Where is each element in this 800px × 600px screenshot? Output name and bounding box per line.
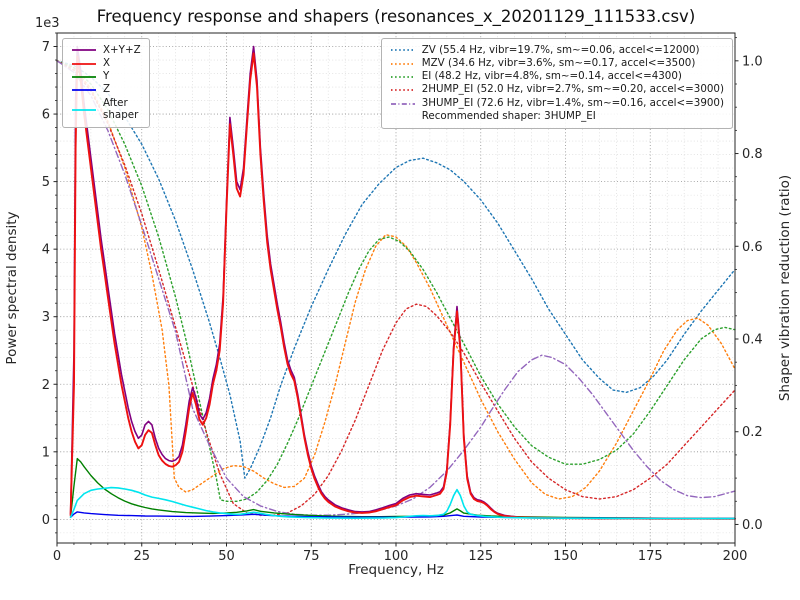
legend-label-2hump-ei: 2HUMP_EI (52.0 Hz, vibr=2.7%, sm~=0.20, … [421,83,724,96]
legend-label-z: Z [103,83,111,96]
x-tick-label: 0 [53,549,61,564]
legend-line-ei [390,72,416,82]
legend-line-after-shaper [71,105,97,115]
series-after_shaper [69,486,736,520]
series-mzv [56,60,736,500]
y-right-tick-label: 0.6 [742,240,763,255]
legend-item-z: Z [71,84,141,96]
y-left-tick-label: 7 [42,40,50,55]
legend-item-3hump-ei: 3HUMP_EI (72.6 Hz, vibr=1.4%, sm~=0.16, … [390,96,724,110]
legend-line-xyz [71,45,97,55]
legend-shapers: ZV (55.4 Hz, vibr=19.7%, sm~=0.06, accel… [380,38,733,130]
x-tick-label: 50 [218,549,235,564]
x-tick-label: 75 [303,549,320,564]
legend-label-zv: ZV (55.4 Hz, vibr=19.7%, sm~=0.06, accel… [421,43,700,56]
x-tick-label: 200 [723,549,748,564]
y-left-tick-label: 4 [42,243,50,258]
chart-title: Frequency response and shapers (resonanc… [96,7,696,26]
y-left-tick-label: 6 [42,108,50,123]
y-right-tick-label: 0.4 [742,333,763,348]
y-axis-offset-text: 1e3 [35,16,60,31]
legend-line-3hump-ei [390,99,416,109]
y-left-tick-label: 3 [42,310,50,325]
y-right-tick-label: 1.0 [742,54,763,69]
series-2hump_ei [56,60,736,516]
series-x [69,52,736,520]
legend-line-zv [390,45,416,55]
x-tick-label: 175 [638,549,663,564]
legend-line-x [71,59,97,69]
y-axis-label-right: Shaper vibration reduction (ratio) [777,174,793,402]
legend-label-xyz: X+Y+Z [103,43,141,56]
legend-label-3hump-ei: 3HUMP_EI (72.6 Hz, vibr=1.4%, sm~=0.16, … [421,96,724,109]
legend-label-after-shaper: After shaper [103,96,139,121]
series-ei [56,60,736,502]
legend-label-y: Y [103,70,110,83]
x-tick-label: 125 [468,549,493,564]
legend-line-mzv [390,59,416,69]
x-tick-label: 100 [384,549,409,564]
legend-item-2hump-ei: 2HUMP_EI (52.0 Hz, vibr=2.7%, sm~=0.20, … [390,84,724,96]
legend-spacer [390,112,416,122]
legend-item-recommended: Recommended shaper: 3HUMP_EI [390,110,724,123]
legend-item-zv: ZV (55.4 Hz, vibr=19.7%, sm~=0.06, accel… [390,43,724,57]
x-axis-label: Frequency, Hz [348,562,444,578]
legend-item-x: X [71,56,141,70]
legend-psd: X+Y+Z X Y Z After shaper [62,38,150,128]
legend-recommended-shaper: Recommended shaper: 3HUMP_EI [421,110,596,123]
y-right-tick-label: 0.8 [742,147,763,162]
y-left-tick-label: 0 [42,513,50,528]
legend-item-xyz: X+Y+Z [71,43,141,57]
series-zv [56,60,736,479]
legend-line-y [71,72,97,82]
legend-item-y: Y [71,70,141,83]
y-axis-label-left: Power spectral density [4,211,20,365]
legend-label-ei: EI (48.2 Hz, vibr=4.8%, sm~=0.14, accel<… [421,70,682,83]
legend-item-ei: EI (48.2 Hz, vibr=4.8%, sm~=0.14, accel<… [390,70,724,83]
legend-label-mzv: MZV (34.6 Hz, vibr=3.6%, sm~=0.17, accel… [421,56,696,69]
legend-label-x: X [103,56,111,69]
series-3hump_ei [56,60,736,516]
legend-item-after-shaper: After shaper [71,96,141,122]
x-tick-label: 25 [133,549,150,564]
legend-line-2hump-ei [390,85,416,95]
legend-item-mzv: MZV (34.6 Hz, vibr=3.6%, sm~=0.17, accel… [390,56,724,70]
y-left-tick-label: 2 [42,378,50,393]
legend-line-z [71,85,97,95]
y-left-tick-label: 1 [42,445,50,460]
y-right-tick-label: 0.2 [742,425,763,440]
y-right-tick-label: 0.0 [742,518,763,533]
y-left-tick-label: 5 [42,175,50,190]
x-tick-label: 150 [553,549,578,564]
